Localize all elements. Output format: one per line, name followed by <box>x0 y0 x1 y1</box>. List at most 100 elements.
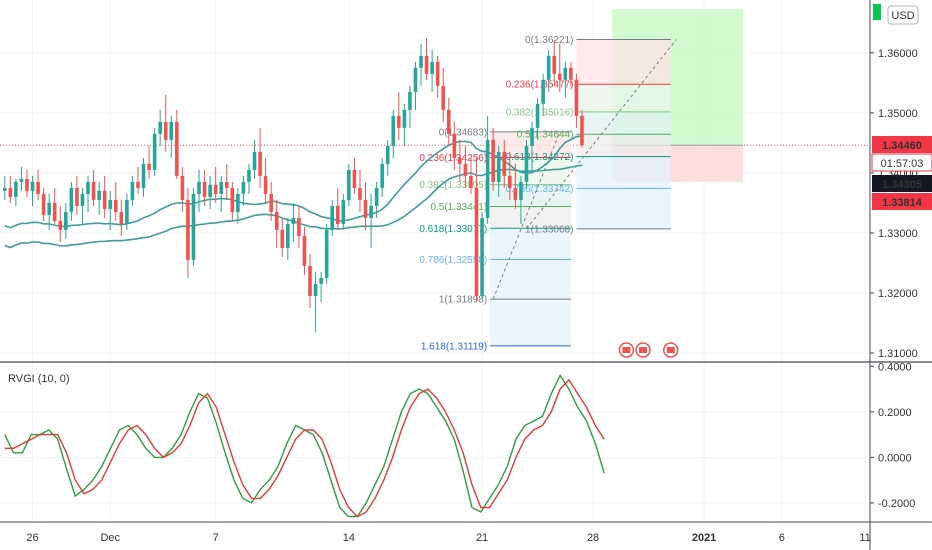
candle-body <box>363 199 368 218</box>
time-tick-label: 2021 <box>692 532 716 544</box>
candle-body <box>513 187 518 200</box>
candle-body <box>302 235 307 266</box>
countdown-price-badge: 01:57:03 <box>871 153 932 172</box>
candle-body <box>413 67 418 92</box>
candle-body <box>480 217 484 296</box>
us-flag-event-icon[interactable] <box>635 342 651 358</box>
us-flag-event-icon[interactable] <box>618 342 635 358</box>
fib2-level-label: 0(1.34683) <box>439 127 487 138</box>
candle-body <box>119 211 124 224</box>
fib-band <box>576 84 671 112</box>
candle-body <box>458 157 462 164</box>
fib-band <box>490 184 571 207</box>
candle-body <box>102 190 107 209</box>
candle-body <box>291 217 296 224</box>
fib-band <box>576 111 671 135</box>
rvgi-title[interactable]: RVGI (10, 0) <box>8 373 70 385</box>
candle-body <box>41 193 46 215</box>
candle-body <box>175 121 179 176</box>
candle-body <box>319 277 323 284</box>
candle-body <box>463 163 468 176</box>
fib2-level-label: 0.5(1.33441) <box>430 202 487 213</box>
candle-body <box>130 181 135 200</box>
candle-body <box>524 145 529 182</box>
candle-body <box>347 169 351 200</box>
candle-body <box>125 199 129 224</box>
price-badges: USD 1.34460 01:57:03 1.34305 1.33814 <box>871 4 932 210</box>
currency-label: USD <box>891 10 914 22</box>
candle-body <box>197 181 201 194</box>
candle-body <box>519 181 523 200</box>
candle-body <box>75 187 79 206</box>
candle-body <box>224 181 229 188</box>
time-tick-label: Dec <box>100 532 120 544</box>
candle-body <box>208 184 212 197</box>
fib1-level-label: 0.786(1.33742) <box>506 184 574 195</box>
candle-body <box>236 193 240 212</box>
candle-body <box>163 121 168 140</box>
fib-band <box>490 299 571 346</box>
candle-body <box>252 151 257 170</box>
candle-body <box>491 139 495 182</box>
rvgi-series-line <box>4 378 605 518</box>
time-tick-label: 26 <box>26 532 38 544</box>
price-tick-label: 1.32000 <box>878 288 918 300</box>
fibonacci-drawings[interactable]: 0(1.34683) 0.236(1.34256) 0.382(1.33805) 0.… <box>419 35 677 352</box>
candle-body <box>569 67 573 80</box>
candle-body <box>385 145 390 164</box>
candle-body <box>80 193 85 206</box>
candle-body <box>2 187 7 191</box>
currency-button[interactable]: USD <box>887 5 919 25</box>
candle-body <box>435 61 440 86</box>
candle-body <box>452 133 457 158</box>
candle-body <box>258 151 262 176</box>
fib1-level-label: 0(1.36221) <box>525 35 573 46</box>
fib2-level-label: 0.236(1.34256) <box>419 153 487 164</box>
candle-body <box>335 205 340 224</box>
time-tick-label: 7 <box>213 532 219 544</box>
candle-body <box>530 127 534 146</box>
low-price-text: 1.33814 <box>882 197 923 209</box>
last-price-text: 1.34460 <box>882 140 922 152</box>
price-tick-label: 1.33000 <box>878 228 918 240</box>
candle-body <box>230 187 235 212</box>
candle-body <box>374 187 379 206</box>
candle-body <box>30 181 35 191</box>
fib1-trend-line[interactable] <box>526 39 677 230</box>
candle-body <box>280 229 285 248</box>
candle-body <box>313 283 318 296</box>
rvgi-tick-label: 0.2000 <box>878 407 912 419</box>
candle-body <box>141 163 146 188</box>
candle-body <box>180 175 185 200</box>
ma-price-badge: 1.34305 <box>872 175 932 192</box>
candle-body <box>14 181 18 197</box>
candle-body <box>191 193 196 260</box>
candle-body <box>219 181 224 194</box>
us-flag-event-icon[interactable] <box>663 342 679 358</box>
candle-body <box>308 265 312 296</box>
ma-price-text: 1.34305 <box>882 179 922 191</box>
fib-band <box>490 206 571 229</box>
time-tick-label: 11 <box>859 532 870 544</box>
candle-body <box>36 181 40 194</box>
fib-band <box>576 39 671 85</box>
candle-body <box>352 169 357 188</box>
fib2-level-label: 1(1.31898) <box>439 295 487 306</box>
candle-body <box>213 184 218 194</box>
fib2-level-label: 1.618(1.31119) <box>421 341 487 352</box>
fib2-level-label: 0.382(1.33805) <box>419 180 487 191</box>
fib2-level-label: 0.786(1.32558) <box>419 255 487 266</box>
fib1-level-label: 0.236(1.35477) <box>506 80 574 91</box>
candle-body <box>485 139 490 218</box>
candlestick-series <box>2 37 679 358</box>
time-tick-label: 28 <box>587 532 599 544</box>
fib1-level-label: 0.618(1.34272) <box>506 152 574 163</box>
candle-body <box>402 109 407 128</box>
candle-body <box>496 151 501 182</box>
candle-body <box>64 211 68 230</box>
candle-body <box>136 181 140 188</box>
fib1-level-label: 0.382(1.35016) <box>506 107 574 118</box>
candle-body <box>474 187 479 296</box>
candle-body <box>269 193 273 212</box>
